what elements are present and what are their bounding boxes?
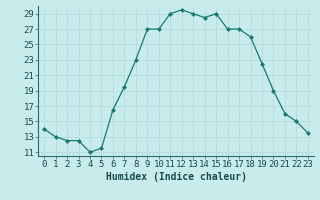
X-axis label: Humidex (Indice chaleur): Humidex (Indice chaleur) xyxy=(106,172,246,182)
